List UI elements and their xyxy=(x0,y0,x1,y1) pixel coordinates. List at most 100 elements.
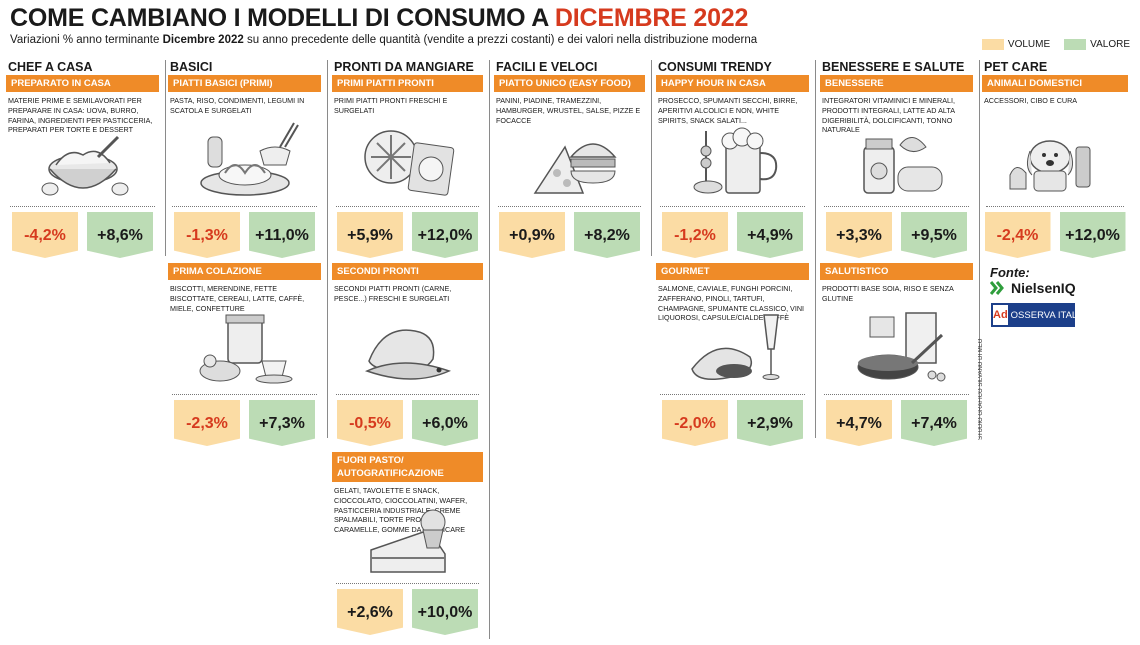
volume-badge: -4,2% xyxy=(12,212,78,258)
segment-description: MATERIE PRIME E SEMILAVORATI PER PREPARA… xyxy=(8,96,153,135)
segment-description: BISCOTTI, MERENDINE, FETTE BISCOTTATE, C… xyxy=(170,284,305,313)
column-chef-a-casa: CHEF A CASA PREPARATO IN CASA MATERIE PRIM… xyxy=(6,60,166,258)
variation-badges: +2,6% +10,0% xyxy=(332,589,483,635)
column-title: PET CARE xyxy=(984,60,1048,74)
valore-badge: +10,0% xyxy=(412,589,478,635)
segment-description: ACCESSORI, CIBO E CURA xyxy=(984,96,1078,105)
variation-badges: +4,7% +7,4% xyxy=(820,400,973,446)
pet-icon xyxy=(982,115,1128,205)
pasta-plate-icon xyxy=(168,115,321,205)
segment-header: GOURMET xyxy=(656,263,809,280)
divider xyxy=(660,206,805,207)
volume-badge: -1,3% xyxy=(174,212,240,258)
source-label: Fonte: xyxy=(990,265,1030,280)
volume-badge: +2,6% xyxy=(337,589,403,635)
segment-secondi-pronti: SECONDI PRONTI SECONDI PIATTI PRONTI (CAR… xyxy=(332,263,483,448)
divider xyxy=(824,206,969,207)
breakfast-icon xyxy=(168,303,321,393)
variation-badges: -1,3% +11,0% xyxy=(168,212,321,258)
segment-description: GELATI, TAVOLETTE E SNACK, CIOCCOLATO, C… xyxy=(334,486,468,535)
segment-header: PIATTO UNICO (EASY FOOD) xyxy=(494,75,645,92)
segment-description: PRODOTTI BASE SOIA, RISO E SENZA GLUTINE xyxy=(822,284,954,303)
valore-badge: +9,5% xyxy=(901,212,967,258)
subtitle: Variazioni % anno terminante Dicembre 20… xyxy=(10,34,758,46)
column-basici: BASICI PIATTI BASICI (PRIMI) PASTA, RISO, … xyxy=(168,60,328,446)
segment-header: SALUTISTICO xyxy=(820,263,973,280)
nielseniq-logo: NielsenIQ xyxy=(990,280,1076,296)
volume-badge: -0,5% xyxy=(337,400,403,446)
column-benessere-e-salute: BENESSERE E SALUTE BENESSERE INTEGRATORI V… xyxy=(820,60,980,446)
variation-badges: +3,3% +9,5% xyxy=(820,212,973,258)
pizza-burger-icon xyxy=(494,115,645,205)
segment-prima-colazione: PRIMA COLAZIONE BISCOTTI, MERENDINE, FETT… xyxy=(168,263,321,448)
meat-fish-icon xyxy=(332,303,483,393)
column-title: FACILI E VELOCI xyxy=(496,60,598,74)
valore-badge: +2,9% xyxy=(737,400,803,446)
segment-gourmet: GOURMET SALMONE, CAVIALE, FUNGHI PORCINI,… xyxy=(656,263,809,448)
column-facili-e-veloci: FACILI E VELOCI PIATTO UNICO (EASY FOOD) P… xyxy=(494,60,652,258)
variation-badges: -2,3% +7,3% xyxy=(168,400,321,446)
divider xyxy=(660,394,805,395)
legend-volume: VOLUME xyxy=(981,39,1050,50)
segment-benessere: BENESSERE INTEGRATORI VITAMINICI E MINERA… xyxy=(820,75,973,260)
valore-badge: +6,0% xyxy=(412,400,478,446)
segment-description: PANINI, PIADINE, TRAMEZZINI, HAMBURGER, … xyxy=(496,96,641,125)
column-title: BASICI xyxy=(170,60,213,74)
valore-badge: +4,9% xyxy=(737,212,803,258)
column-title: BENESSERE E SALUTE xyxy=(822,60,965,74)
volume-badge: -2,3% xyxy=(174,400,240,446)
divider xyxy=(336,583,479,584)
divider xyxy=(986,206,1124,207)
segment-header: SECONDI PRONTI xyxy=(332,263,483,280)
column-pet-care: PET CARE ANIMALI DOMESTICI ACCESSORI, CIBO… xyxy=(982,60,1134,258)
segment-happy-hour-in-casa: HAPPY HOUR IN CASA PROSECCO, SPUMANTI SEC… xyxy=(656,75,809,260)
variation-badges: -0,5% +6,0% xyxy=(332,400,483,446)
page-title: COME CAMBIANO I MODELLI DI CONSUMO A DIC… xyxy=(10,4,749,32)
caviar-champagne-icon xyxy=(656,303,809,393)
segment-piatto-unico-easy-food-: PIATTO UNICO (EASY FOOD) PANINI, PIADINE,… xyxy=(494,75,645,260)
valore-badge: +8,2% xyxy=(574,212,640,258)
divider xyxy=(172,394,317,395)
valore-swatch xyxy=(1064,39,1087,50)
volume-badge: -2,0% xyxy=(662,400,728,446)
divider xyxy=(824,394,969,395)
segment-description: INTEGRATORI VITAMINICI E MINERALI, PRODO… xyxy=(822,96,955,135)
divider xyxy=(172,206,317,207)
variation-badges: +5,9% +12,0% xyxy=(332,212,483,258)
beer-mug-icon xyxy=(656,115,809,205)
divider xyxy=(498,206,641,207)
variation-badges: +0,9% +8,2% xyxy=(494,212,645,258)
segment-description: PRIMI PIATTI PRONTI FRESCHI E SURGELATI xyxy=(334,96,448,115)
volume-badge: +4,7% xyxy=(826,400,892,446)
frozen-food-icon xyxy=(332,115,483,205)
segment-description: PASTA, RISO, CONDIMENTI, LEGUMI IN SCATO… xyxy=(170,96,305,115)
segment-header: PREPARATO IN CASA xyxy=(6,75,159,92)
segment-header: ANIMALI DOMESTICI xyxy=(982,75,1128,92)
cake-icon xyxy=(332,492,483,582)
segment-header: HAPPY HOUR IN CASA xyxy=(656,75,809,92)
variation-badges: -2,0% +2,9% xyxy=(656,400,809,446)
column-pronti-da-mangiare: PRONTI DA MANGIARE PRIMI PIATTI PRONTI PRI… xyxy=(332,60,490,639)
valore-badge: +12,0% xyxy=(412,212,478,258)
valore-badge: +7,4% xyxy=(901,400,967,446)
soy-rice-icon xyxy=(820,303,973,393)
column-title: CONSUMI TRENDY xyxy=(658,60,772,74)
volume-badge: +3,3% xyxy=(826,212,892,258)
segment-preparato-in-casa: PREPARATO IN CASA MATERIE PRIME E SEMILAV… xyxy=(6,75,159,260)
valore-badge: +8,6% xyxy=(87,212,153,258)
segment-header: PIATTI BASICI (PRIMI) xyxy=(168,75,321,92)
segment-piatti-basici-primi-: PIATTI BASICI (PRIMI) PASTA, RISO, CONDIM… xyxy=(168,75,321,260)
volume-badge: +5,9% xyxy=(337,212,403,258)
volume-badge: +0,9% xyxy=(499,212,565,258)
segment-description: PROSECCO, SPUMANTI SECCHI, BIRRE, APERIT… xyxy=(658,96,798,125)
credit: STUDIO GRAFICO SILVANO DI MEO xyxy=(978,338,984,440)
variation-badges: -2,4% +12,0% xyxy=(982,212,1128,258)
variation-badges: -1,2% +4,9% xyxy=(656,212,809,258)
segment-description: SALMONE, CAVIALE, FUNGHI PORCINI, ZAFFER… xyxy=(658,284,805,323)
segment-primi-piatti-pronti: PRIMI PIATTI PRONTI PRIMI PIATTI PRONTI F… xyxy=(332,75,483,260)
segment-description: SECONDI PIATTI PRONTI (CARNE, PESCE...) … xyxy=(334,284,452,303)
legend-valore: VALORE xyxy=(1064,39,1130,50)
segment-header: PRIMI PIATTI PRONTI xyxy=(332,75,483,92)
divider xyxy=(336,394,479,395)
volume-badge: -1,2% xyxy=(662,212,728,258)
